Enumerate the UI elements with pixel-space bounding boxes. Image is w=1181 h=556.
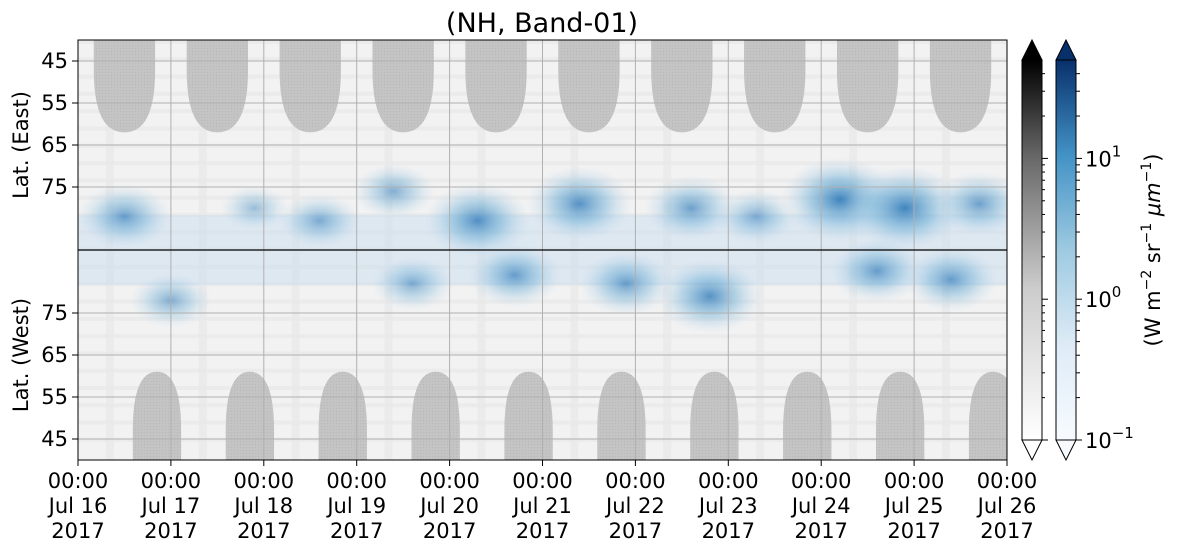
- x-tick-label: Jul 17: [140, 494, 201, 518]
- x-tick-label: 00:00: [48, 469, 109, 493]
- colorbar-gray: [1021, 38, 1043, 462]
- x-tick-label: 2017: [423, 519, 476, 543]
- colorbar-tick-label: 101: [1085, 142, 1121, 171]
- aurora-blob: [655, 258, 764, 335]
- y-tick-label: 75: [41, 301, 68, 325]
- colorbar-tick-label: 100: [1085, 283, 1121, 312]
- x-tick-label: 2017: [980, 519, 1033, 543]
- aurora-blob: [218, 185, 291, 231]
- y-axis-east: 45 55 65 75: [41, 49, 78, 199]
- sunlit-cap-west: [411, 371, 460, 460]
- colorbar-ticks: 10−1 100 101: [1042, 73, 1134, 453]
- x-tick-label: 2017: [702, 519, 755, 543]
- x-tick-label: 00:00: [791, 469, 852, 493]
- sunlit-cap-east: [558, 40, 620, 133]
- colorbar-label: (W m−2 sr−1 μm−1): [1139, 154, 1165, 347]
- y-label-east: Lat. (East): [9, 91, 33, 199]
- sunlit-cap-west: [318, 371, 367, 460]
- aurora-blob: [466, 242, 563, 309]
- sunlit-cap-west: [504, 371, 553, 460]
- x-tick-label: Jul 19: [325, 494, 386, 518]
- x-tick-label: 2017: [237, 519, 290, 543]
- colorbar-blue: [1055, 38, 1077, 462]
- x-tick-label: 2017: [609, 519, 662, 543]
- sunlit-cap-east: [93, 40, 156, 133]
- aurora-blob: [78, 183, 173, 250]
- x-tick-label: 00:00: [419, 469, 480, 493]
- colorbar-tick-label: 10−1: [1085, 424, 1134, 453]
- x-tick-label: 00:00: [884, 469, 945, 493]
- x-tick-label: Jul 25: [883, 494, 944, 518]
- x-tick-label: Jul 22: [604, 494, 665, 518]
- aurora-blob: [903, 246, 1000, 313]
- sunlit-cap-east: [929, 40, 992, 133]
- x-tick-label: Jul 18: [232, 494, 293, 518]
- x-tick-label: 2017: [330, 519, 383, 543]
- sunlit-cap-west: [225, 371, 275, 460]
- x-tick-label: 00:00: [605, 469, 666, 493]
- sunlit-cap-east: [279, 40, 341, 133]
- sunlit-cap-west: [876, 371, 925, 460]
- y-tick-label: 45: [41, 427, 68, 451]
- sunlit-cap-east: [372, 40, 434, 133]
- x-tick-label: Jul 26: [976, 494, 1037, 518]
- y-tick-label: 75: [41, 175, 68, 199]
- sunlit-cap-east: [651, 40, 713, 133]
- y-axis-west: 75 65 55 45: [41, 301, 78, 451]
- aurora-blob: [351, 163, 436, 220]
- y-tick-label: 65: [41, 133, 68, 157]
- sunlit-cap-west: [597, 371, 646, 460]
- aurora-blob: [423, 182, 532, 259]
- aurora-blob: [643, 175, 740, 241]
- x-tick-label: Jul 20: [418, 494, 479, 518]
- x-tick-label: 2017: [516, 519, 569, 543]
- y-tick-label: 65: [41, 343, 68, 367]
- x-tick-label: 00:00: [234, 469, 295, 493]
- x-tick-label: Jul 23: [697, 494, 758, 518]
- sunlit-cap-east: [465, 40, 527, 133]
- y-label-west: Lat. (West): [9, 298, 33, 412]
- sunlit-cap-west: [132, 371, 182, 460]
- sunlit-caps: [93, 40, 1007, 460]
- x-tick-label: 2017: [887, 519, 940, 543]
- x-tick-label: Jul 16: [47, 494, 108, 518]
- x-tick-label: 2017: [794, 519, 847, 543]
- x-tick-label: Jul 24: [790, 494, 851, 518]
- x-tick-label: 00:00: [512, 469, 573, 493]
- y-tick-label: 55: [41, 385, 68, 409]
- aurora-blob: [370, 255, 455, 312]
- y-tick-label: 55: [41, 91, 68, 115]
- x-tick-label: 00:00: [977, 469, 1038, 493]
- aurora-blob: [931, 170, 1007, 237]
- sunlit-cap-west: [968, 371, 1007, 460]
- sunlit-cap-west: [783, 371, 832, 460]
- chart-title: (NH, Band-01): [446, 8, 638, 39]
- x-tick-label: 2017: [51, 519, 104, 543]
- x-tick-label: 00:00: [698, 469, 759, 493]
- aurora-blob: [828, 238, 925, 304]
- aurora-blob: [714, 188, 799, 245]
- x-tick-label: 2017: [144, 519, 197, 543]
- sunlit-cap-east: [744, 40, 806, 133]
- x-tick-label: Jul 21: [511, 494, 572, 518]
- sunlit-cap-east: [186, 40, 249, 133]
- x-tick-label: 00:00: [141, 469, 202, 493]
- aurora-blob: [578, 250, 675, 317]
- sunlit-cap-west: [690, 371, 739, 460]
- x-tick-label: 00:00: [326, 469, 387, 493]
- aurora-blob: [525, 165, 634, 242]
- y-tick-label: 45: [41, 49, 68, 73]
- sunlit-cap-east: [836, 40, 899, 133]
- aurora-blob: [277, 192, 362, 249]
